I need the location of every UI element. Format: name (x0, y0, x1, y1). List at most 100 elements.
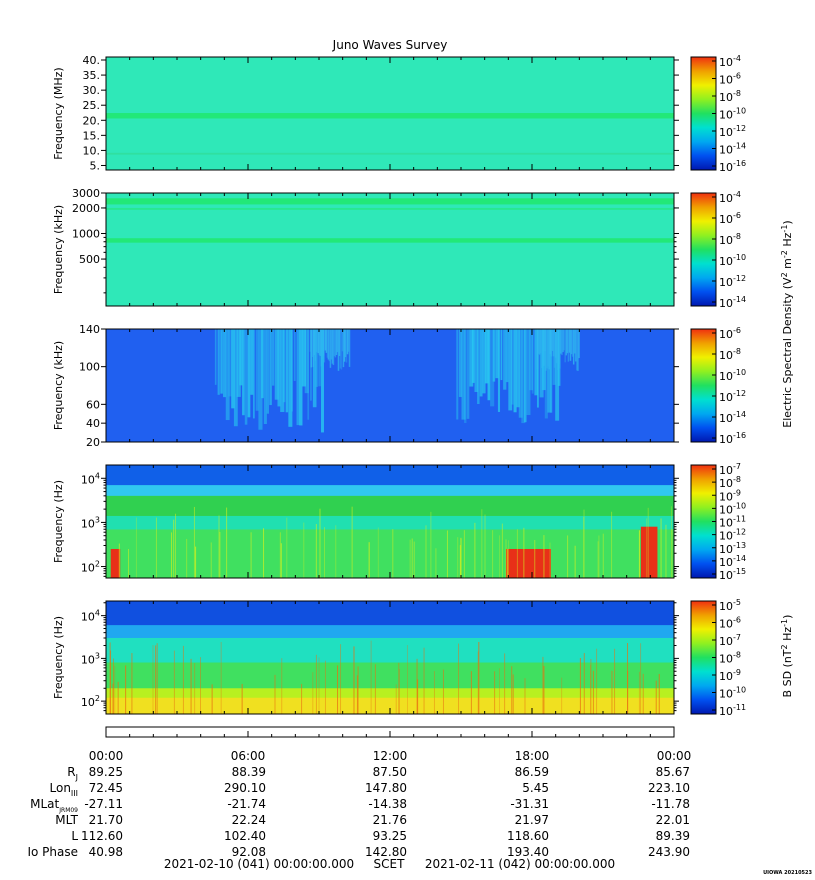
burst-0-stripe (244, 329, 248, 425)
y-axis-label: Frequency (Hz) (52, 616, 65, 699)
impulse-streak (511, 666, 513, 714)
burst-2-stripe (505, 329, 509, 383)
burst-2-stripe (497, 329, 501, 412)
impulse-streak (351, 506, 353, 578)
colorbar-label-magnetic: B SD (nT2 Hz-1) (780, 615, 794, 698)
impulse-streak (114, 665, 116, 714)
burst-2-stripe (477, 329, 480, 405)
intense-emission-0 (110, 548, 121, 578)
y-tick-label: 103 (81, 515, 100, 530)
ephemeris-value: 112.60 (81, 829, 123, 843)
y-tick-label: 25. (83, 99, 101, 112)
impulse-streak (173, 650, 175, 714)
impulse-streak (318, 657, 320, 714)
colorbar-1: 10-4 10-6 10-8 10-10 10-12 10-14 10-16 (690, 54, 746, 174)
burst-1-stripe (318, 329, 321, 356)
y-tick-label: 60 (86, 398, 100, 411)
burst-1-stripe (332, 329, 335, 366)
burst-2-stripe (466, 329, 470, 419)
impulse-streak (642, 673, 644, 714)
burst-1-stripe (340, 329, 343, 370)
impulse-streak (315, 654, 317, 714)
impulse-streak (173, 519, 175, 578)
impulse-streak (433, 671, 435, 714)
colorbar-tick-label: 10-8 (719, 475, 741, 490)
impulse-streak (156, 643, 158, 714)
impulse-streak (442, 669, 444, 714)
colorbar-tick-label: 10-14 (719, 410, 746, 425)
burst-3-stripe (542, 329, 544, 352)
colorbar-tick-label: 10-8 (719, 89, 741, 104)
burst-3-stripe (570, 329, 573, 355)
impulse-streak (135, 517, 137, 578)
emission-band-2 (106, 238, 674, 243)
burst-3-stripe (540, 329, 543, 369)
colorbar-tick-label: 10-6 (719, 616, 741, 631)
impulse-streak (494, 671, 496, 714)
impulse-streak (416, 658, 418, 714)
impulse-streak (596, 648, 598, 714)
colorbar-5: 10-5 10-6 10-7 10-8 10-9 10-10 10-11 (690, 598, 746, 718)
emission-band-0 (106, 198, 674, 205)
y-tick-label: 500 (79, 253, 100, 266)
y-axis-label: Frequency (kHz) (52, 205, 65, 294)
ephemeris-value: 21.76 (373, 813, 407, 827)
burst-1-stripe (325, 329, 328, 353)
burst-0-stripe (239, 329, 243, 386)
ephemeris-value: 72.45 (89, 781, 123, 795)
burst-2-stripe (482, 329, 486, 394)
colorbar-2: 10-4 10-6 10-8 10-10 10-12 10-14 (690, 190, 746, 310)
burst-2-stripe (479, 329, 483, 397)
y-tick-label: 102 (81, 560, 100, 575)
burst-0-stripe (220, 329, 223, 394)
heatmap-background (106, 193, 674, 306)
burst-1-stripe (348, 329, 351, 367)
time-label: 12:00 (373, 749, 408, 763)
burst-1-stripe (330, 329, 333, 360)
burst-3-stripe (572, 329, 575, 365)
impulse-streak (324, 660, 326, 714)
colorbar-gradient (690, 192, 717, 307)
impulse-streak (499, 535, 501, 578)
impulse-streak (470, 671, 472, 714)
impulse-streak (534, 540, 536, 578)
impulse-streak (646, 518, 648, 578)
impulse-streak (543, 535, 545, 578)
burst-1-stripe (329, 329, 332, 368)
y-tick-label: 20. (83, 114, 101, 127)
burst-1-stripe (310, 329, 313, 368)
colorbar-tick-label: 10-4 (719, 54, 741, 69)
impulse-streak (195, 546, 197, 578)
impulse-streak (131, 653, 133, 714)
colorbar-tick-label: 10-10 (719, 501, 746, 516)
impulse-streak (417, 679, 419, 714)
burst-3-stripe (543, 329, 545, 366)
impulse-streak (357, 666, 359, 714)
impulse-streak (190, 658, 192, 714)
burst-1-stripe (311, 329, 314, 357)
burst-2-stripe (516, 329, 520, 408)
colorbar-tick-label: 10-13 (719, 541, 746, 556)
impulse-streak (614, 648, 616, 714)
y-tick-label: 40. (83, 54, 101, 67)
burst-3-stripe (567, 329, 570, 362)
burst-3-stripe (561, 329, 563, 356)
panel-e-khz-high: 3000 2000 1000 500 Frequency (kHz) (52, 187, 679, 307)
panel-e-hz: 104 103 102 Frequency (Hz) (52, 464, 679, 579)
impulse-streak (598, 535, 600, 578)
impulse-streak (155, 645, 157, 714)
burst-3-stripe (577, 329, 579, 371)
colorbar-tick-label: 10-6 (719, 211, 741, 226)
burst-0-stripe (282, 329, 286, 403)
y-tick-label: 5. (90, 159, 101, 172)
footer-end-time: 2021-02-11 (042) 00:00:00.000 (425, 857, 615, 871)
impulse-streak (218, 515, 220, 578)
ephemeris-value: 22.01 (656, 813, 690, 827)
colorbar-4: 10-710-810-910-1010-1110-1210-1310-1410-… (690, 462, 746, 582)
y-tick-label: 102 (81, 694, 100, 709)
burst-1-stripe (347, 329, 350, 352)
impulse-streak (658, 673, 660, 714)
burst-3-stripe (576, 329, 578, 371)
burst-1-stripe (316, 329, 319, 353)
burst-3-stripe (546, 329, 548, 369)
